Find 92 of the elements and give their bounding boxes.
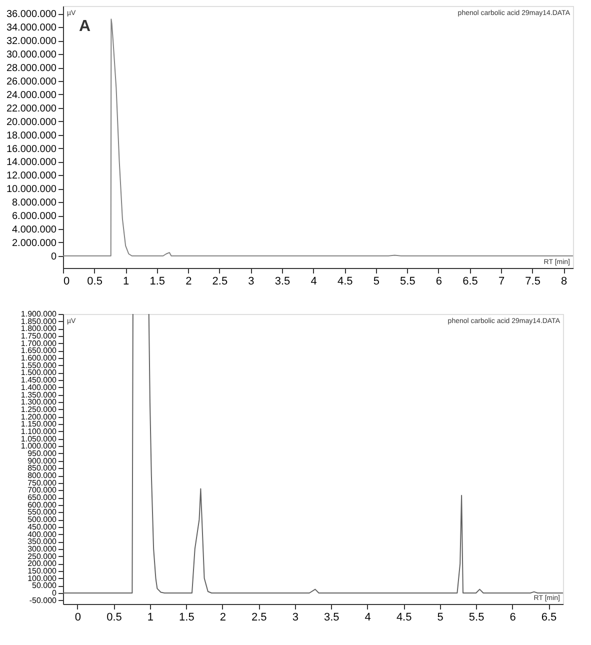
y-tick-label: 1.300.000 bbox=[20, 398, 58, 407]
y-tick-label: 36.000.000 bbox=[6, 9, 57, 20]
x-tick-label: 0 bbox=[64, 276, 70, 288]
y-tick-label: 34.000.000 bbox=[6, 22, 57, 34]
y-tick-label: 300.000 bbox=[28, 544, 58, 554]
y-tick-label: 2.000.000 bbox=[12, 238, 57, 249]
x-tick-label: 4 bbox=[364, 612, 371, 624]
x-tick-label: 3 bbox=[248, 276, 254, 288]
y-tick-label: 650.000 bbox=[28, 493, 58, 502]
y-tick-label: 1.800.000 bbox=[20, 324, 58, 334]
y-tick-label: 50.000 bbox=[32, 581, 58, 590]
x-tick-label: 6 bbox=[510, 612, 516, 624]
y-tick-label: 900.000 bbox=[28, 456, 58, 466]
x-tick-label: 5.5 bbox=[468, 612, 484, 624]
text: A bbox=[79, 18, 91, 35]
y-tick-label: 8.000.000 bbox=[12, 198, 57, 209]
y-tick-label: 18.000.000 bbox=[6, 130, 57, 142]
y-tick-label: 1.000.000 bbox=[20, 442, 58, 451]
y-tick-label: 1.350.000 bbox=[20, 390, 58, 400]
y-tick-label: 1.850.000 bbox=[20, 316, 58, 326]
y-tick-label: 1.900.000 bbox=[20, 310, 58, 318]
x-tick-label: 3 bbox=[292, 612, 298, 624]
y-tick-label: 550.000 bbox=[28, 508, 58, 517]
x-tick-label: 5.5 bbox=[400, 276, 416, 288]
y-tick-label: 28.000.000 bbox=[6, 63, 57, 74]
x-tick-label: 1.5 bbox=[179, 612, 194, 624]
y-tick-label: 1.500.000 bbox=[20, 368, 58, 378]
y-tick-label: 1.600.000 bbox=[20, 354, 58, 363]
x-tick-label: 4.5 bbox=[337, 276, 353, 288]
y-tick-label: 1.700.000 bbox=[20, 338, 58, 348]
y-tick-label: 1.550.000 bbox=[20, 360, 58, 370]
x-tick-label: 2 bbox=[220, 612, 226, 624]
x-tick-label: 0 bbox=[74, 612, 82, 624]
x-tick-label: 1 bbox=[147, 612, 154, 624]
y-tick-label: 450.000 bbox=[28, 522, 58, 532]
y-tick-label: 24.000.000 bbox=[6, 90, 57, 101]
y-tick-label: 250.000 bbox=[28, 552, 58, 561]
y-tick-label: 500.000 bbox=[28, 515, 58, 524]
y-tick-label: 26.000.000 bbox=[6, 76, 57, 88]
y-tick-label: 600.000 bbox=[28, 500, 58, 510]
x-tick-label: 2.5 bbox=[252, 612, 267, 624]
y-tick-label: 200.000 bbox=[28, 559, 58, 568]
y-tick-label: 850.000 bbox=[28, 464, 58, 473]
y-tick-label: 100.000 bbox=[28, 574, 58, 583]
line-series bbox=[62, 18, 574, 256]
x-tick-label: 0.5 bbox=[106, 612, 122, 624]
x-tick-label: 5 bbox=[373, 276, 380, 288]
y-tick-label: 0 bbox=[52, 588, 58, 598]
x-tick-label: 2 bbox=[186, 276, 192, 288]
x-tick-label: 7 bbox=[498, 276, 505, 288]
y-tick-label: -50.000 bbox=[29, 596, 58, 605]
y-tick-label: 1.450.000 bbox=[20, 376, 58, 385]
y-tick-label: 1.050.000 bbox=[20, 434, 58, 444]
y-tick-label: 32.000.000 bbox=[6, 36, 57, 48]
y-tick-label: 800.000 bbox=[28, 471, 58, 480]
y-tick-label: 1.250.000 bbox=[20, 404, 58, 414]
y-tick-label: 6.000.000 bbox=[12, 211, 57, 222]
x-tick-label: 4 bbox=[310, 276, 317, 288]
x-tick-label: 3.5 bbox=[324, 612, 340, 624]
x-tick-label: 1.5 bbox=[150, 276, 166, 288]
x-tick-label: 6 bbox=[436, 276, 442, 288]
y-tick-label: 1.150.000 bbox=[20, 420, 58, 429]
y-tick-label: 1.100.000 bbox=[20, 426, 58, 436]
x-tick-label: 0.5 bbox=[87, 276, 102, 288]
y-tick-label: 1.650.000 bbox=[20, 346, 58, 356]
y-tick-label: 1.200.000 bbox=[20, 412, 58, 422]
x-tick-label: 3.5 bbox=[274, 276, 290, 288]
x-tick-label: 6.5 bbox=[462, 276, 478, 288]
x-tick-label: 5 bbox=[437, 612, 444, 624]
x-tick-label: 6.5 bbox=[541, 612, 557, 624]
y-tick-label: 10.000.000 bbox=[6, 184, 57, 196]
y-tick-label: 16.000.000 bbox=[6, 144, 57, 155]
y-tick-label: 14.000.000 bbox=[6, 157, 57, 168]
x-tick-label: 4.5 bbox=[396, 612, 412, 624]
x-tick-label: 8 bbox=[561, 276, 568, 288]
x-tick-label: 1 bbox=[123, 276, 130, 288]
y-tick-label: 950.000 bbox=[28, 448, 58, 458]
y-tick-label: 4.000.000 bbox=[12, 224, 57, 236]
x-tick-label: 7.5 bbox=[525, 276, 540, 288]
y-tick-label: 150.000 bbox=[28, 566, 58, 576]
y-tick-label: 20.000.000 bbox=[6, 116, 57, 128]
y-tick-label: 750.000 bbox=[28, 478, 58, 488]
x-tick-label: 2.5 bbox=[212, 276, 228, 288]
y-tick-label: 700.000 bbox=[28, 486, 58, 495]
y-tick-label: 1.400.000 bbox=[20, 382, 58, 392]
y-tick-label: 0 bbox=[50, 251, 57, 262]
y-tick-label: 350.000 bbox=[28, 537, 58, 546]
y-tick-label: 12.000.000 bbox=[6, 170, 57, 182]
y-tick-label: 400.000 bbox=[28, 530, 58, 539]
y-tick-label: 1.750.000 bbox=[20, 332, 58, 341]
y-tick-label: 30.000.000 bbox=[6, 50, 57, 61]
y-tick-label: 22.000.000 bbox=[6, 103, 57, 114]
